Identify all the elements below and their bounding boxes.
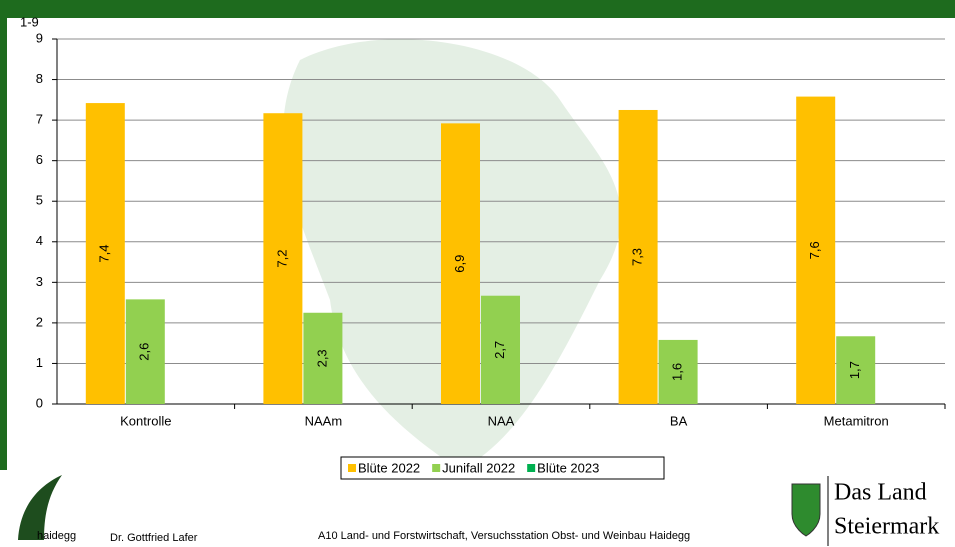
bar bbox=[441, 123, 480, 404]
bar bbox=[303, 312, 343, 404]
data-label: 6,9 bbox=[452, 255, 467, 273]
data-label: 1,7 bbox=[847, 361, 862, 379]
bar bbox=[85, 103, 125, 405]
x-tick-label: BA bbox=[670, 413, 688, 428]
bar bbox=[796, 96, 836, 404]
bar bbox=[125, 299, 165, 404]
y-tick-label: 7 bbox=[36, 112, 43, 127]
legend-swatch bbox=[348, 464, 356, 472]
data-label: 2,3 bbox=[314, 349, 329, 367]
x-tick-label: Metamitron bbox=[824, 413, 889, 428]
y-tick-label: 3 bbox=[36, 274, 43, 289]
x-tick-label: NAAm bbox=[305, 413, 343, 428]
coat-of-arms bbox=[791, 483, 821, 537]
data-label: 2,6 bbox=[137, 343, 152, 361]
haidegg-logo bbox=[18, 475, 62, 540]
author: Dr. Gottfried Lafer bbox=[110, 532, 198, 544]
logo-text: haidegg bbox=[37, 530, 76, 542]
legend bbox=[340, 456, 665, 480]
bar bbox=[263, 113, 303, 404]
legend-swatch bbox=[432, 464, 441, 472]
brand-line1: Das Land bbox=[834, 480, 927, 506]
y-tick-label: 9 bbox=[36, 30, 43, 45]
data-label: 7,6 bbox=[807, 241, 822, 259]
x-tick-label: NAA bbox=[488, 413, 515, 428]
y-tick-label: 0 bbox=[36, 395, 43, 410]
institution: A10 Land- und Forstwirtschaft, Versuchss… bbox=[318, 530, 690, 542]
legend-label: Blüte 2023 bbox=[537, 460, 599, 475]
y-tick-label: 8 bbox=[36, 71, 43, 86]
y-axis-label: 1-9 bbox=[20, 14, 39, 29]
legend-label: Junifall 2022 bbox=[442, 460, 515, 475]
y-tick-label: 2 bbox=[36, 314, 43, 329]
legend-label: Blüte 2022 bbox=[358, 460, 420, 475]
legend-swatch bbox=[527, 464, 536, 472]
data-label: 2,7 bbox=[492, 341, 507, 359]
bar bbox=[618, 109, 658, 404]
y-tick-label: 4 bbox=[36, 233, 43, 248]
bar bbox=[658, 339, 698, 404]
top-band bbox=[0, 0, 955, 18]
bar bbox=[481, 295, 520, 404]
y-tick-label: 5 bbox=[36, 193, 43, 208]
data-label: 1,6 bbox=[670, 363, 685, 381]
data-label: 7,4 bbox=[97, 244, 112, 262]
left-band bbox=[0, 0, 7, 470]
y-tick-label: 1 bbox=[36, 355, 43, 370]
data-label: 7,2 bbox=[274, 250, 289, 268]
brand-line2: Steiermark bbox=[834, 514, 939, 540]
x-tick-label: Kontrolle bbox=[120, 413, 171, 428]
y-tick-label: 6 bbox=[36, 152, 43, 167]
bar bbox=[836, 336, 876, 404]
data-label: 7,3 bbox=[630, 248, 645, 266]
